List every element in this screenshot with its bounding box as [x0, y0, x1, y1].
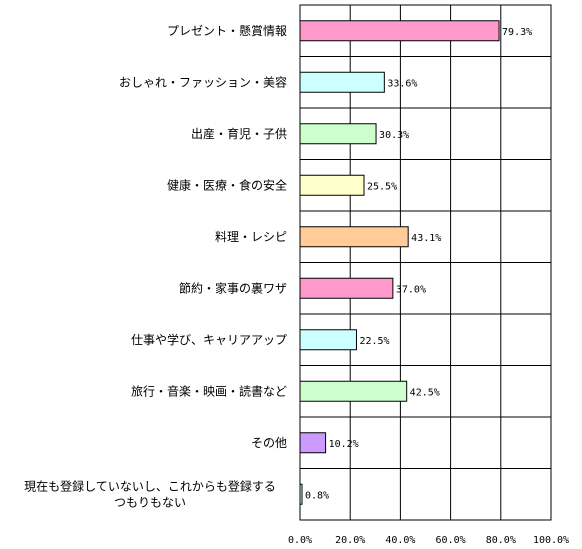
bar — [299, 226, 409, 248]
x-tick-label: 60.0% — [436, 535, 466, 546]
bar — [299, 174, 365, 196]
bar — [299, 123, 377, 145]
bar — [299, 277, 394, 299]
category-label: 出産・育児・子供 — [191, 126, 287, 141]
bar — [299, 380, 408, 402]
value-label: 30.3% — [379, 130, 409, 141]
category-label: 仕事や学び、キャリアアップ — [131, 332, 287, 347]
bar — [299, 483, 303, 505]
category-label: プレゼント・懸賞情報 — [167, 24, 287, 38]
x-tick-label: 80.0% — [486, 535, 516, 546]
category-label: その他 — [251, 436, 287, 450]
bar — [299, 329, 357, 351]
value-label: 79.3% — [502, 27, 532, 38]
category-label: 料理・レシピ — [215, 230, 287, 244]
bar — [299, 20, 500, 42]
category-label: おしゃれ・ファッション・美容 — [119, 74, 287, 89]
value-label: 42.5% — [410, 387, 440, 398]
value-label: 10.2% — [329, 439, 359, 450]
category-label: 健康・医療・食の安全 — [167, 177, 287, 192]
value-label: 25.5% — [367, 181, 397, 192]
x-tick-label: 0.0% — [288, 535, 312, 546]
value-label: 43.1% — [411, 233, 441, 244]
value-label: 0.8% — [305, 490, 329, 501]
bar — [299, 71, 385, 93]
value-label: 37.0% — [396, 284, 426, 295]
category-label: 旅行・音楽・映画・読書など — [131, 383, 287, 398]
x-tick-label: 40.0% — [385, 535, 415, 546]
value-label: 22.5% — [359, 336, 389, 347]
value-label: 33.6% — [387, 78, 417, 89]
x-tick-label: 20.0% — [335, 535, 365, 546]
bar — [299, 432, 327, 454]
category-label: 節約・家事の裏ワザ — [179, 280, 287, 295]
category-label: 現在も登録していないし、これからも登録するつもりもない — [24, 478, 276, 509]
x-tick-label: 100.0% — [533, 535, 569, 546]
